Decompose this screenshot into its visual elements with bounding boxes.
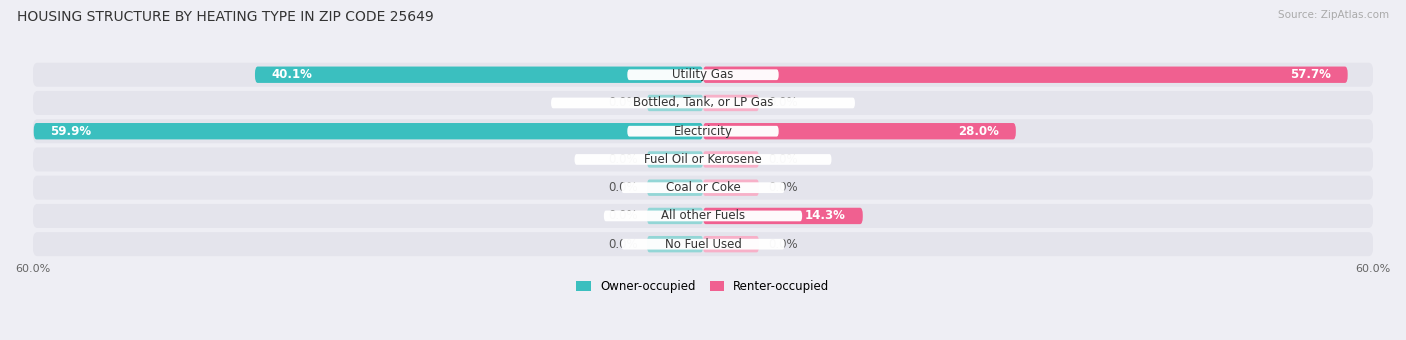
FancyBboxPatch shape [32,119,1374,143]
FancyBboxPatch shape [703,123,1017,139]
FancyBboxPatch shape [703,180,759,196]
FancyBboxPatch shape [703,208,863,224]
FancyBboxPatch shape [34,123,703,139]
FancyBboxPatch shape [621,239,785,250]
Text: All other Fuels: All other Fuels [661,209,745,222]
FancyBboxPatch shape [647,208,703,224]
FancyBboxPatch shape [703,236,759,252]
FancyBboxPatch shape [621,182,785,193]
FancyBboxPatch shape [32,204,1374,228]
FancyBboxPatch shape [627,126,779,137]
Text: Bottled, Tank, or LP Gas: Bottled, Tank, or LP Gas [633,97,773,109]
FancyBboxPatch shape [575,154,831,165]
FancyBboxPatch shape [32,232,1374,256]
Text: 0.0%: 0.0% [609,97,638,109]
FancyBboxPatch shape [647,151,703,168]
FancyBboxPatch shape [32,91,1374,115]
FancyBboxPatch shape [254,67,703,83]
Text: 0.0%: 0.0% [609,238,638,251]
Text: 0.0%: 0.0% [768,181,797,194]
FancyBboxPatch shape [703,95,759,111]
Text: 57.7%: 57.7% [1291,68,1331,81]
FancyBboxPatch shape [627,69,779,80]
Text: 14.3%: 14.3% [806,209,846,222]
Text: 59.9%: 59.9% [51,125,91,138]
Text: Electricity: Electricity [673,125,733,138]
FancyBboxPatch shape [703,67,1348,83]
Text: Fuel Oil or Kerosene: Fuel Oil or Kerosene [644,153,762,166]
Text: No Fuel Used: No Fuel Used [665,238,741,251]
Text: 40.1%: 40.1% [271,68,312,81]
Text: Source: ZipAtlas.com: Source: ZipAtlas.com [1278,10,1389,20]
FancyBboxPatch shape [32,148,1374,171]
FancyBboxPatch shape [603,210,803,221]
FancyBboxPatch shape [32,176,1374,200]
Text: 0.0%: 0.0% [609,209,638,222]
FancyBboxPatch shape [703,151,759,168]
Text: 0.0%: 0.0% [609,153,638,166]
Text: 0.0%: 0.0% [609,181,638,194]
FancyBboxPatch shape [647,236,703,252]
Text: HOUSING STRUCTURE BY HEATING TYPE IN ZIP CODE 25649: HOUSING STRUCTURE BY HEATING TYPE IN ZIP… [17,10,433,24]
Text: Coal or Coke: Coal or Coke [665,181,741,194]
FancyBboxPatch shape [647,95,703,111]
Text: Utility Gas: Utility Gas [672,68,734,81]
Text: 28.0%: 28.0% [959,125,1000,138]
Text: 0.0%: 0.0% [768,238,797,251]
FancyBboxPatch shape [32,63,1374,87]
Legend: Owner-occupied, Renter-occupied: Owner-occupied, Renter-occupied [572,275,834,298]
Text: 0.0%: 0.0% [768,97,797,109]
FancyBboxPatch shape [551,98,855,108]
Text: 0.0%: 0.0% [768,153,797,166]
FancyBboxPatch shape [647,180,703,196]
